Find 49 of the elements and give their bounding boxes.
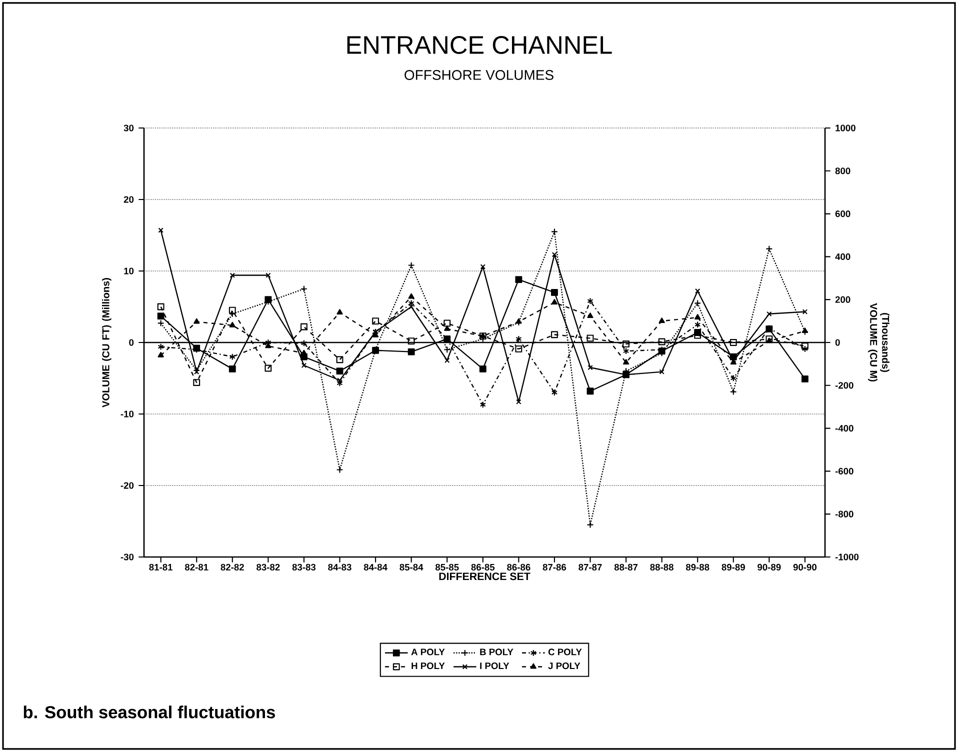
x-tick-label: 87-87 [578, 564, 602, 571]
x-tick-label: 88-87 [614, 564, 638, 571]
chart-subtitle: OFFSHORE VOLUMES [404, 70, 554, 80]
y-axis-title: VOLUME (CU FT) (Millions) [102, 278, 112, 408]
x-tick-label: 82-81 [184, 564, 208, 571]
x-tick-label: 84-84 [364, 564, 388, 571]
y2-tick-label: 200 [835, 296, 850, 303]
x-axis-title: DIFFERENCE SET [439, 572, 530, 580]
legend-label: B POLY [480, 648, 514, 656]
x-tick-label: 83-82 [256, 564, 280, 571]
y2-tick-label: -800 [835, 510, 854, 518]
y-tick-label: -30 [120, 554, 134, 560]
x-tick-label: 86-86 [507, 564, 530, 571]
y2-tick-label: 1000 [836, 124, 856, 132]
x-tick-label: 84-83 [328, 564, 352, 571]
y2-tick-label: -1000 [835, 554, 859, 560]
legend-label: A POLY [411, 648, 445, 656]
x-tick-label: 86-85 [471, 564, 495, 571]
x-tick-label: 89-88 [686, 564, 710, 571]
x-tick-label: 89-89 [722, 564, 745, 571]
y-tick-label: -10 [120, 410, 134, 418]
y2-tick-label: 400 [835, 253, 850, 260]
text: b. South seasonal fluctuations [24, 706, 275, 718]
y-tick-label: 0 [129, 339, 134, 346]
x-tick-label: 87-86 [542, 564, 566, 571]
y-tick-label: -20 [120, 482, 134, 489]
chart-title: ENTRANCE CHANNEL [347, 36, 612, 54]
x-tick-label: 88-88 [650, 564, 674, 571]
y2-axis-title: (Thousands) VOLUME (CU M) [868, 303, 890, 382]
x-tick-label: 85-84 [400, 564, 424, 571]
x-tick-label: 90-89 [758, 564, 781, 571]
y-tick-label: 10 [124, 268, 134, 274]
x-tick-label: 85-85 [435, 564, 459, 571]
legend-label: H POLY [412, 662, 445, 670]
x-tick-label: 90-90 [793, 564, 817, 571]
x-tick-label: 83-83 [292, 564, 316, 571]
legend-label: C POLY [548, 648, 582, 656]
y2-tick-label: 0 [835, 339, 840, 346]
y-tick-label: 30 [124, 124, 134, 132]
legend-label: I POLY [480, 662, 510, 670]
y-tick-label: 20 [124, 196, 134, 203]
x-tick-label: 82-82 [220, 564, 244, 571]
y2-tick-label: 800 [835, 168, 850, 174]
x-tick-label: 81-81 [149, 564, 172, 571]
y2-tick-label: -200 [835, 382, 854, 389]
y2-tick-label: 600 [835, 210, 850, 218]
legend-label: J POLY [548, 662, 580, 670]
y2-tick-label: -600 [835, 468, 854, 474]
y2-tick-label: -400 [835, 424, 854, 432]
